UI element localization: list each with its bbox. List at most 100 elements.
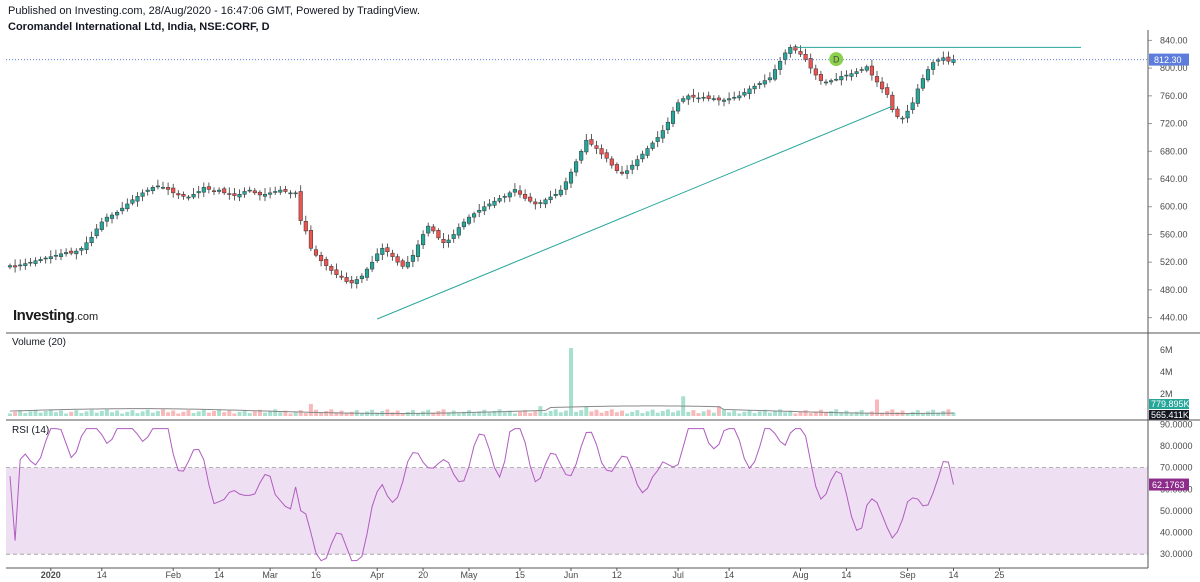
candle-body [283, 189, 288, 192]
candle-body [181, 193, 186, 197]
candle-body [385, 247, 390, 253]
candle-body [655, 137, 660, 142]
volume-bar [104, 409, 109, 416]
volume-bar [472, 413, 477, 416]
price-tick-label: 800.00 [1160, 63, 1188, 73]
candle-body [553, 193, 558, 196]
volume-bar [79, 413, 84, 416]
rsi-last-tag [1149, 478, 1189, 491]
volume-bar [767, 412, 772, 416]
volume-bar [201, 409, 206, 416]
volume-bar [140, 411, 145, 416]
candle-body [752, 85, 757, 90]
volume-bar [747, 410, 752, 416]
candle-body [232, 193, 237, 196]
volume-bar [477, 411, 482, 416]
volume-bar [48, 409, 53, 416]
volume-bar [33, 409, 38, 416]
candle-body [268, 192, 273, 195]
candle-body [395, 256, 400, 263]
candle-body [625, 170, 630, 174]
price-tick-label: 680.00 [1160, 146, 1188, 156]
volume-bar [74, 410, 79, 416]
volume-bar [18, 410, 23, 416]
candle-body [273, 191, 278, 193]
candle-body [120, 207, 125, 212]
volume-bar [186, 410, 191, 416]
candle-body [48, 256, 53, 259]
candle-body [211, 190, 217, 193]
rsi-last-label: 62.1763 [1152, 480, 1185, 490]
candle-body [421, 234, 426, 246]
volume-bar [28, 411, 33, 416]
volume-bar [563, 410, 568, 416]
candle-body [701, 96, 706, 99]
candle-body [461, 221, 466, 228]
volume-bar [206, 412, 211, 416]
candle-body [803, 54, 808, 61]
volume-bar [99, 410, 104, 416]
candle-body [135, 196, 140, 202]
candle-body [721, 99, 727, 102]
chart-frame [6, 30, 1200, 569]
candle-body [18, 264, 23, 267]
current-price-label: 812.30 [1154, 55, 1182, 65]
candle-body [456, 227, 461, 236]
volume-bar [676, 410, 681, 416]
candle-body [691, 94, 696, 98]
volume-bar [492, 410, 497, 416]
volume-bar [890, 409, 895, 416]
candle-body [426, 225, 431, 234]
volume-last-label: 779.895K [1151, 399, 1190, 409]
volume-bar [518, 411, 522, 416]
volume-bar [742, 411, 747, 416]
candle-body [574, 161, 579, 173]
candle-body [130, 199, 135, 204]
x-tick-label: 14 [948, 570, 958, 580]
volume-ma-line [9, 405, 954, 414]
candle-body [313, 249, 319, 256]
volume-bar [298, 410, 303, 416]
volume-bar [645, 411, 650, 416]
volume-bar [849, 413, 854, 416]
volume-bar [385, 409, 390, 416]
candle-body [288, 192, 293, 195]
candle-body [364, 268, 370, 278]
candle-body [375, 253, 380, 262]
candle-body [915, 88, 920, 104]
candle-body [466, 216, 472, 224]
candle-body [890, 94, 895, 110]
volume-bar [686, 411, 691, 416]
volume-bar [115, 410, 120, 416]
candle-body [645, 148, 650, 156]
instrument-title: Coromandel International Ltd, India, NSE… [8, 21, 270, 33]
x-tick-label: Jun [564, 570, 579, 580]
volume-bar [507, 410, 512, 416]
candle-body [410, 254, 415, 262]
volume-bar [778, 409, 783, 416]
price-tick-label: 720.00 [1160, 119, 1188, 129]
volume-bar [732, 410, 737, 416]
candle-body [512, 189, 517, 193]
candle-body [798, 51, 803, 55]
candle-body [589, 139, 594, 145]
volume-bar [864, 413, 869, 416]
candle-body [252, 190, 257, 194]
x-tick-label: Jul [672, 570, 684, 580]
candle-body [619, 171, 625, 174]
candle-body [176, 193, 181, 196]
volume-bar [752, 413, 757, 416]
volume-bar [390, 412, 395, 416]
candle-body [778, 60, 783, 70]
volume-bar [548, 410, 553, 416]
candle-body [757, 83, 762, 85]
candle-body [558, 189, 563, 196]
volume-bar [416, 413, 420, 416]
volume-ma-tag [1149, 410, 1189, 420]
volume-bar [13, 411, 18, 416]
volume-bar [268, 410, 273, 416]
candle-body [676, 102, 681, 112]
candle-body [324, 259, 329, 266]
candle-body [43, 257, 48, 260]
